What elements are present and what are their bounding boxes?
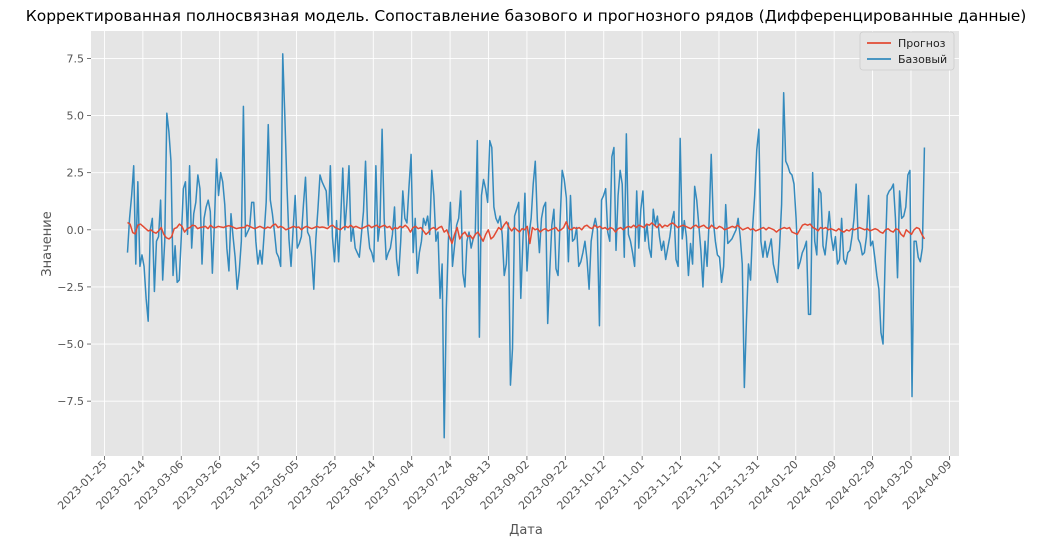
y-tick-label: −5.0 bbox=[57, 338, 84, 351]
y-tick-label: 0.0 bbox=[67, 224, 85, 237]
x-tick-labels: 2023-01-252023-02-142023-03-062023-03-26… bbox=[55, 456, 955, 512]
legend-label-forecast: Прогноз bbox=[898, 37, 946, 50]
series-line-base bbox=[126, 53, 926, 439]
legend: Прогноз Базовый bbox=[859, 31, 955, 71]
y-tick-label: 2.5 bbox=[67, 167, 85, 180]
series-line-forecast bbox=[127, 221, 926, 245]
x-axis-label: Дата bbox=[509, 523, 543, 538]
y-tick-label: 7.5 bbox=[67, 52, 85, 65]
y-tick-labels: −7.5 −5.0 −2.5 0.0 2.5 5.0 7.5 bbox=[57, 52, 91, 408]
series-group bbox=[126, 53, 926, 439]
y-tick-label: −2.5 bbox=[57, 281, 84, 294]
legend-label-base: Базовый bbox=[898, 53, 947, 66]
plot-area bbox=[91, 31, 959, 456]
grid bbox=[91, 31, 959, 456]
y-tick-label: 5.0 bbox=[67, 110, 85, 123]
y-tick-label: −7.5 bbox=[57, 395, 84, 408]
chart-title: Корректированная полносвязная модель. Со… bbox=[26, 7, 1027, 25]
y-axis-label: Значение bbox=[40, 211, 55, 276]
legend-box bbox=[859, 31, 955, 71]
